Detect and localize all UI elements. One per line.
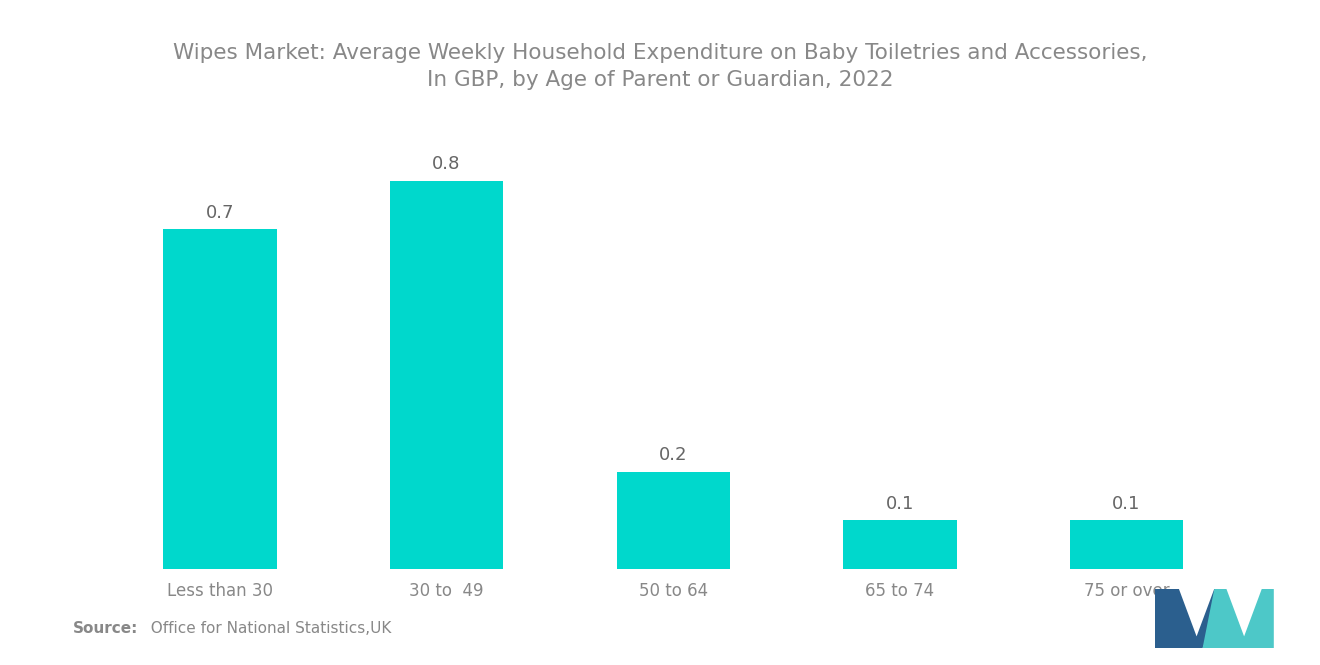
Text: Office for National Statistics,UK: Office for National Statistics,UK	[141, 621, 392, 636]
Text: 0.1: 0.1	[886, 495, 913, 513]
Bar	[1069, 520, 1183, 569]
Text: In GBP, by Age of Parent or Guardian, 2022: In GBP, by Age of Parent or Guardian, 20…	[426, 70, 894, 90]
Text: Wipes Market: Average Weekly Household Expenditure on Baby Toiletries and Access: Wipes Market: Average Weekly Household E…	[173, 43, 1147, 63]
Text: Source:: Source:	[73, 621, 139, 636]
Polygon shape	[1155, 589, 1226, 648]
Text: 0.8: 0.8	[433, 156, 461, 174]
Bar	[616, 471, 730, 569]
Bar	[164, 229, 277, 569]
Text: 0.1: 0.1	[1113, 495, 1140, 513]
Bar	[843, 520, 957, 569]
Bar	[389, 181, 503, 569]
Text: 0.2: 0.2	[659, 446, 688, 464]
Polygon shape	[1203, 589, 1274, 648]
Text: 0.7: 0.7	[206, 204, 234, 222]
